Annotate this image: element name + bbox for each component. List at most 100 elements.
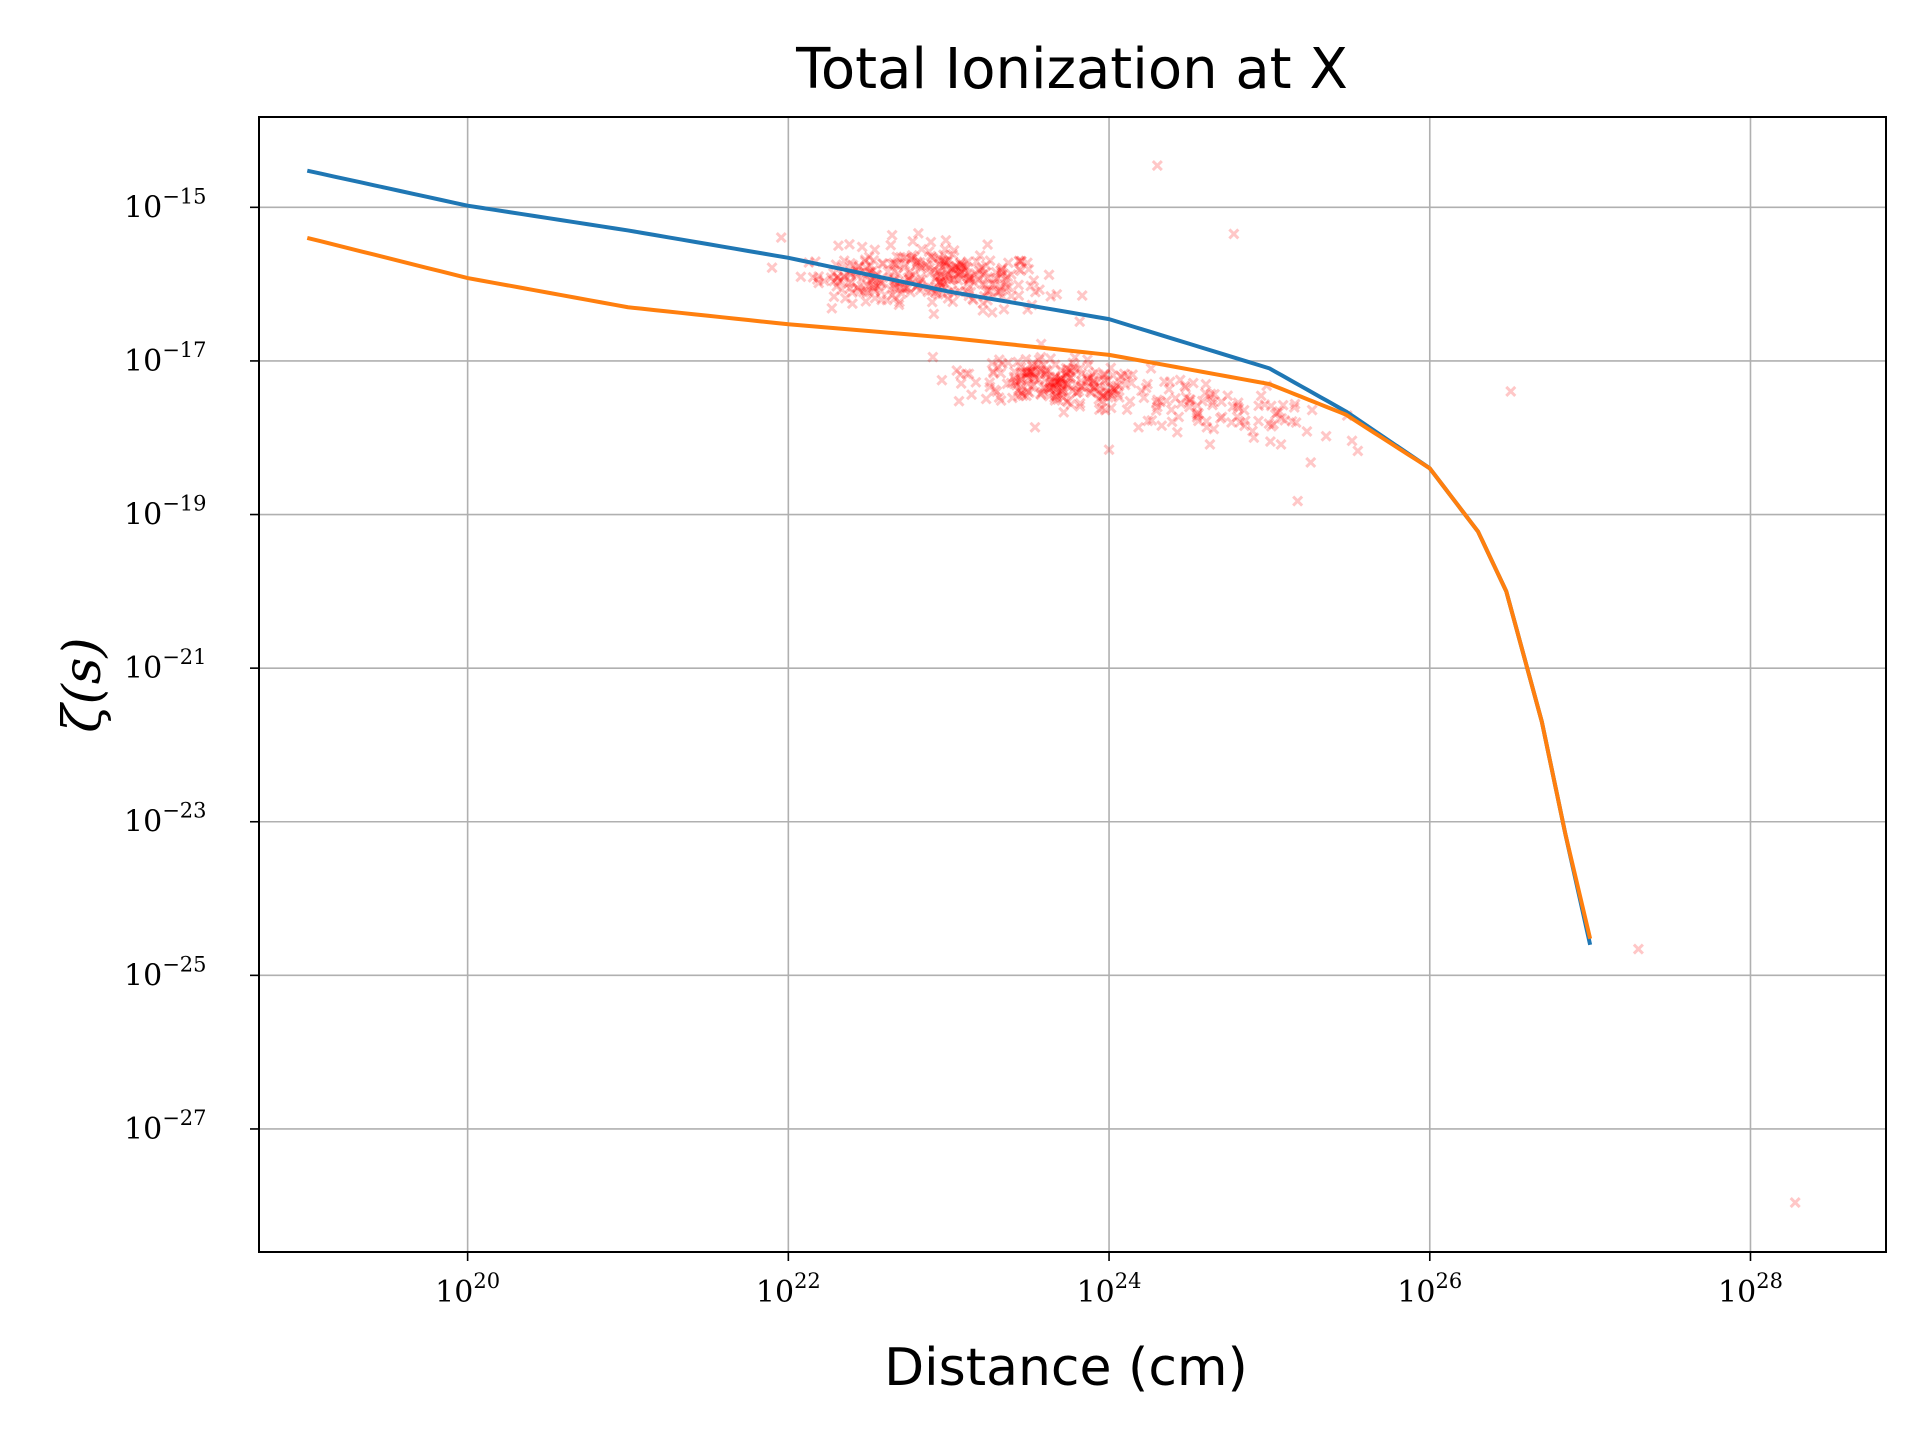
scatter-point: [1099, 404, 1111, 416]
scatter-point: [1067, 357, 1079, 369]
scatter-point: [965, 389, 978, 401]
scatter-point: [935, 269, 947, 281]
scatter-point: [1107, 369, 1119, 382]
scatter-point: [1002, 357, 1014, 369]
scatter-point: [891, 251, 903, 263]
scatter-point: [911, 256, 923, 268]
scatter-point: [955, 377, 967, 390]
scatter-point: [1289, 398, 1301, 410]
scatter-point: [1006, 392, 1018, 404]
scatter-point: [846, 286, 858, 299]
scatter-point: [992, 361, 1004, 373]
scatter-point: [933, 277, 946, 289]
scatter-point: [1039, 368, 1051, 380]
scatter-point: [974, 249, 986, 262]
scatter-point: [1081, 372, 1093, 384]
scatter-point: [934, 270, 946, 282]
scatter-point: [847, 259, 859, 271]
scatter-point: [1024, 366, 1036, 378]
scatter-point: [950, 264, 962, 276]
scatter-point: [846, 298, 858, 310]
x-tick-label: 1022: [756, 1269, 821, 1310]
scatter-point: [907, 269, 919, 281]
scatter-point: [1122, 370, 1134, 382]
scatter-point: [859, 254, 871, 266]
scatter-point: [1106, 387, 1118, 399]
scatter-point: [1174, 374, 1186, 386]
scatter-point: [936, 374, 948, 386]
scatter-point: [1087, 375, 1099, 387]
scatter-point: [1013, 390, 1025, 402]
scatter-point: [1232, 397, 1244, 409]
scatter-point: [1231, 400, 1243, 412]
scatter-point: [1073, 385, 1085, 397]
scatter-point: [1074, 316, 1086, 328]
y-tick-label: 10−27: [124, 1106, 207, 1147]
scatter-point: [866, 280, 878, 292]
scatter-point: [844, 282, 856, 294]
scatter-point: [1151, 394, 1164, 406]
scatter-point: [996, 358, 1008, 370]
scatter-point: [843, 277, 855, 289]
scatter-point: [1127, 369, 1139, 381]
scatter-point: [1015, 255, 1027, 267]
scatter-point: [1193, 407, 1205, 419]
scatter-point: [904, 271, 916, 283]
scatter-point: [1301, 425, 1313, 437]
scatter-point: [1028, 373, 1041, 385]
scatter-point: [1214, 412, 1226, 424]
scatter-point: [932, 266, 944, 278]
scatter-point: [898, 252, 910, 264]
scatter-point: [1142, 415, 1154, 427]
scatter-point: [964, 270, 976, 282]
scatter-point: [1228, 228, 1240, 240]
scatter-point: [899, 258, 911, 270]
scatter-point: [953, 395, 965, 407]
scatter-point: [904, 266, 916, 278]
scatter-point: [882, 266, 894, 278]
scatter-point: [1069, 351, 1081, 364]
scatter-point: [891, 280, 903, 292]
scatter-point: [1093, 393, 1105, 406]
scatter-point: [1279, 414, 1291, 426]
scatter-point: [1062, 380, 1074, 392]
scatter-point: [944, 274, 956, 286]
scatter-point: [893, 299, 905, 311]
scatter-point: [934, 258, 946, 270]
scatter-point: [894, 251, 907, 263]
scatter-point: [1040, 368, 1052, 380]
scatter-point: [1047, 381, 1060, 393]
scatter-point: [1150, 396, 1163, 408]
scatter-point: [838, 255, 850, 267]
scatter-point: [995, 367, 1007, 379]
scatter-point: [1156, 420, 1168, 432]
scatter-point: [1105, 362, 1117, 374]
scatter-point: [1015, 265, 1027, 277]
scatter-point: [1043, 269, 1055, 281]
scatter-point: [1036, 386, 1048, 398]
scatter-point: [833, 276, 845, 288]
scatter-point: [964, 273, 976, 285]
scatter-point: [826, 302, 838, 314]
scatter-point: [1062, 363, 1074, 375]
scatter-point: [1046, 377, 1058, 389]
scatter-point: [1039, 381, 1051, 393]
scatter-point: [1093, 404, 1105, 416]
scatter-point: [915, 271, 927, 284]
scatter-point: [1075, 380, 1087, 392]
scatter-point: [881, 294, 893, 306]
scatter-point: [1000, 282, 1012, 294]
scatter-point: [1173, 411, 1185, 423]
scatter-point: [1057, 377, 1069, 389]
scatter-point: [1009, 376, 1021, 388]
scatter-point: [990, 266, 1002, 278]
scatter-point: [900, 252, 912, 264]
scatter-point: [908, 251, 921, 263]
scatter-point: [977, 304, 989, 317]
scatter-point: [980, 259, 992, 271]
scatter-point: [1238, 420, 1251, 432]
scatter-point: [1061, 378, 1073, 390]
scatter-point: [1215, 396, 1228, 408]
scatter-point: [1099, 381, 1111, 393]
scatter-point: [888, 257, 900, 269]
